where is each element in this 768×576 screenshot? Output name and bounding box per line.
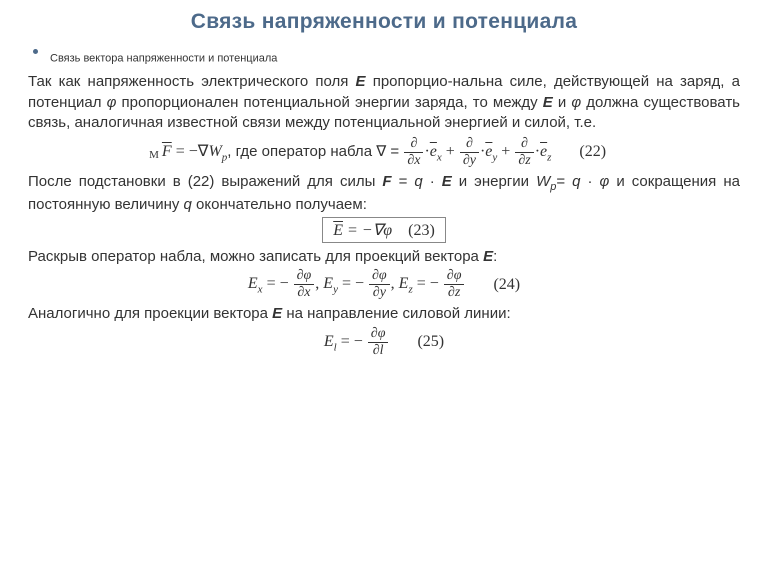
d-dx: ∂∂x: [404, 137, 423, 168]
p1-c: пропорционален потенциальной энергии зар…: [116, 94, 542, 111]
paragraph-4: Аналогично для проекции вектора E на нап…: [28, 304, 740, 324]
eq23-box: E = −∇φ (23): [322, 217, 446, 243]
eq22-f: F: [162, 143, 172, 161]
sym-e-2: E: [543, 94, 553, 111]
paragraph-1: Так как напряженность электрического пол…: [28, 72, 740, 133]
equation-23: E = −∇φ (23): [28, 217, 740, 243]
subtitle-text: Связь вектора напряженности и потенциала: [50, 52, 277, 64]
eqn-22-num: (22): [579, 143, 606, 161]
subtitle-item: Связь вектора напряженности и потенциала: [50, 42, 740, 68]
equation-22: F = −∇Wp, где оператор набла ∇ = ∂∂x·ex …: [28, 137, 740, 168]
eqn-24-num: (24): [493, 276, 520, 294]
eq22-eq: = −∇: [172, 143, 209, 160]
p1-a: Так как напряженность электрического пол…: [28, 73, 356, 90]
p1-d: и: [553, 94, 572, 111]
sym-phi-1: φ: [107, 94, 117, 111]
eqn-25-num: (25): [417, 333, 444, 351]
equation-25: El = − ∂φ∂l (25): [28, 327, 740, 358]
sym-e-1: E: [356, 73, 366, 90]
sym-phi-2: φ: [571, 94, 581, 111]
d-dy: ∂∂y: [460, 137, 479, 168]
paragraph-3: Раскрыв оператор набла, можно записать д…: [28, 247, 740, 267]
paragraph-2: После подстановки в (22) выражений для с…: [28, 172, 740, 215]
ex-vec: e: [430, 143, 437, 161]
equation-24: Ex = − ∂φ∂x, Ey = − ∂φ∂y, Ez = − ∂φ∂z (2…: [28, 269, 740, 300]
page-title: Связь напряженности и потенциала: [28, 10, 740, 34]
d-dz: ∂∂z: [515, 137, 533, 168]
eqn-23-num: (23): [408, 222, 435, 240]
nabla-intro: , где оператор набла ∇ =: [227, 143, 403, 160]
eq22-w: W: [208, 143, 221, 160]
